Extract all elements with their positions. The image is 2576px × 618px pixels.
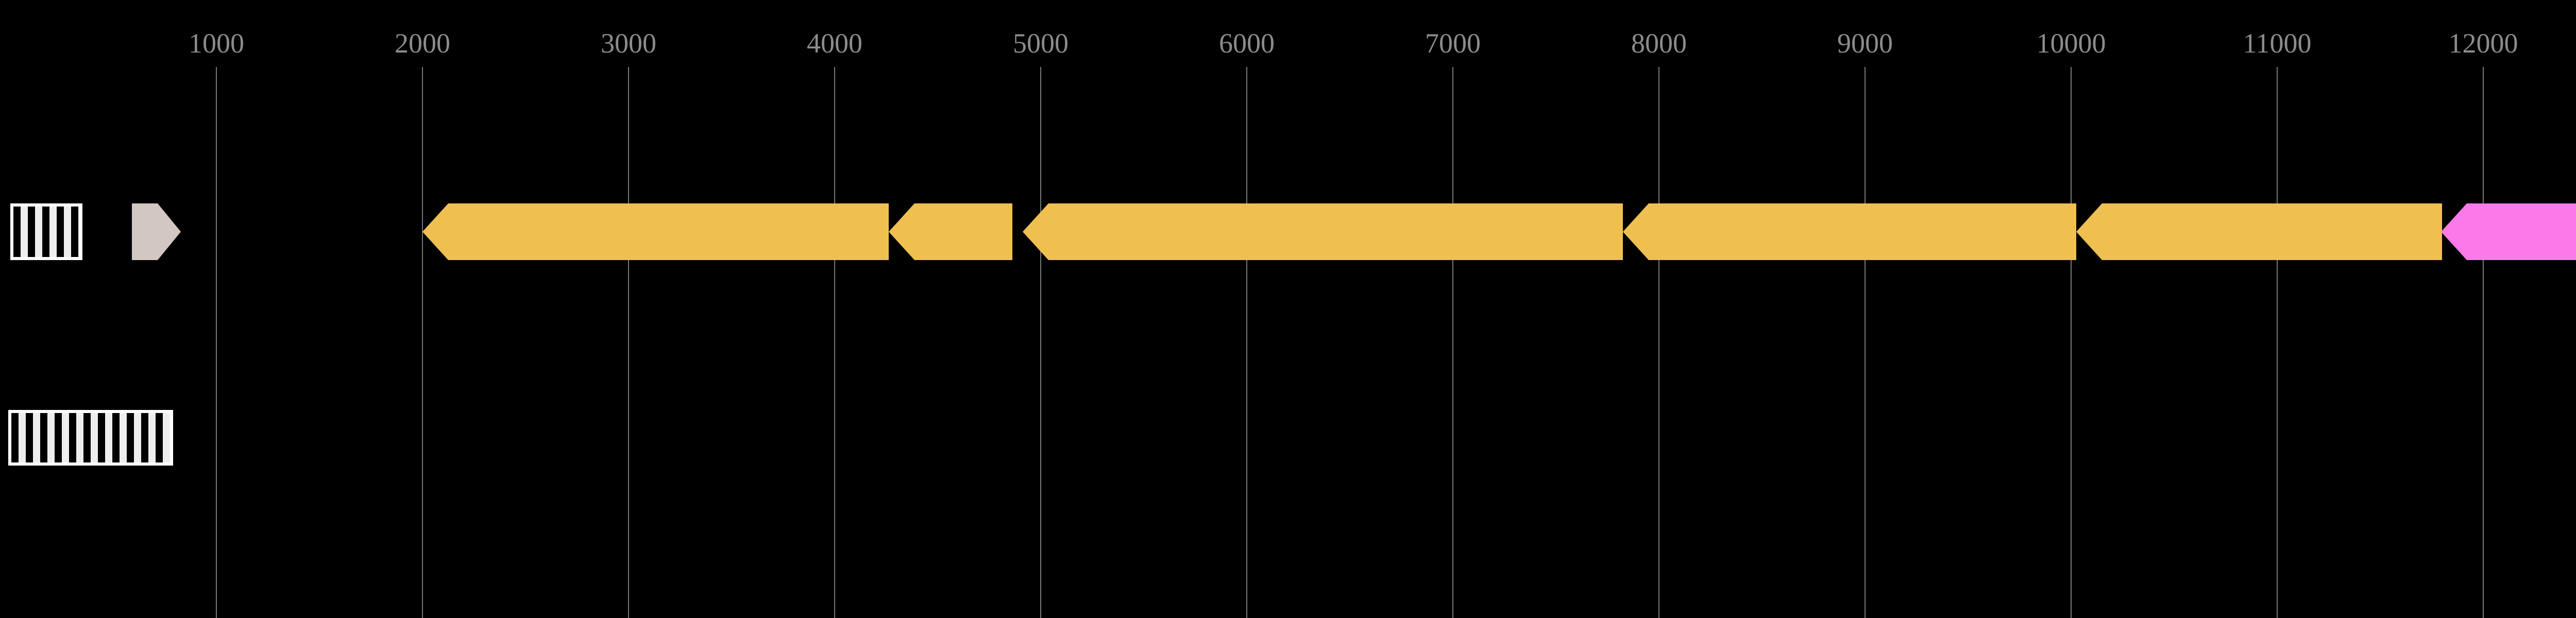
axis-gridline (422, 67, 423, 618)
gene-track (0, 203, 2576, 260)
axis-tick-label: 10000 (2036, 28, 2106, 59)
gene-arrow[interactable] (889, 203, 1012, 260)
gene-arrow[interactable] (2076, 203, 2442, 260)
axis-tick-label: 5000 (1013, 28, 1069, 59)
axis-tick-label: 3000 (601, 28, 656, 59)
ruler-track (0, 410, 2576, 466)
axis-tick-label: 7000 (1425, 28, 1481, 59)
axis-tick-label: 11000 (2243, 28, 2312, 59)
axis-tick-label: 4000 (807, 28, 862, 59)
gene-arrow-shape (1623, 203, 2076, 260)
hatched-region[interactable] (10, 203, 82, 260)
axis-gridline (2277, 67, 2278, 618)
gene-arrow-shape (889, 203, 1012, 260)
axis-tick-label: 2000 (395, 28, 450, 59)
axis-tick-label: 6000 (1219, 28, 1275, 59)
axis-gridline (216, 67, 217, 618)
gene-arrow[interactable] (2441, 203, 2576, 260)
gene-arrow-shape (1023, 203, 1623, 260)
hatched-region[interactable] (8, 410, 173, 466)
axis-tick-label: 8000 (1631, 28, 1687, 59)
axis-gridline (2483, 67, 2484, 618)
gene-arrow-fill (132, 203, 181, 260)
gene-arrow-fill (1623, 203, 2076, 260)
axis-gridline (1865, 67, 1866, 618)
gene-arrow[interactable] (1623, 203, 2076, 260)
axis-tick-label: 1000 (189, 28, 244, 59)
gene-arrow-shape (422, 203, 889, 260)
gene-arrow-fill (1023, 203, 1623, 260)
gene-arrow-shape (132, 203, 181, 260)
gene-arrow[interactable] (422, 203, 889, 260)
axis-gridline (2071, 67, 2072, 618)
axis-gridline (1658, 67, 1659, 618)
axis-gridline (628, 67, 629, 618)
axis-gridline (1246, 67, 1247, 618)
gene-arrow[interactable] (1023, 203, 1623, 260)
gene-arrow[interactable] (132, 203, 181, 260)
gene-arrow-fill (2441, 203, 2576, 260)
axis-gridline (834, 67, 835, 618)
axis-tick-label: 9000 (1837, 28, 1893, 59)
axis-gridline (1040, 67, 1041, 618)
gene-arrow-fill (422, 203, 889, 260)
gene-arrow-fill (2076, 203, 2442, 260)
axis-tick-label: 12000 (2448, 28, 2518, 59)
gene-arrow-shape (2076, 203, 2442, 260)
axis-gridline (1452, 67, 1453, 618)
gene-arrow-shape (2441, 203, 2576, 260)
gene-arrow-fill (889, 203, 1012, 260)
